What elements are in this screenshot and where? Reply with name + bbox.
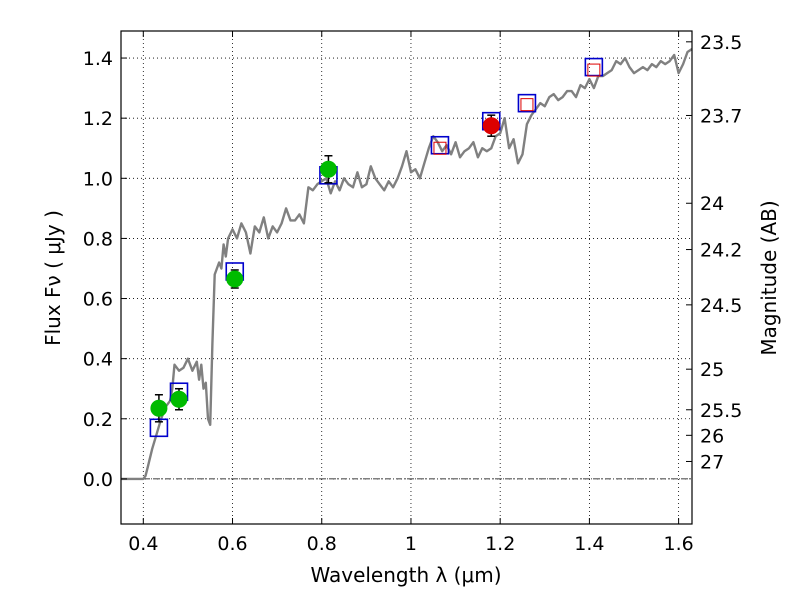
right-tick-label: 25.5 <box>700 400 742 422</box>
observed-point-green <box>150 399 168 417</box>
model-photometry-square <box>517 93 537 113</box>
right-tick-label: 24 <box>700 193 724 215</box>
x-tick-label: 1.2 <box>485 533 515 555</box>
right-tick-label: 27 <box>700 451 724 473</box>
x-axis-label: Wavelength λ (μm) <box>310 563 501 587</box>
y-tick-label: 1.2 <box>83 108 113 130</box>
right-axis-label: Magnitude (AB) <box>757 200 781 355</box>
right-tick-label: 26 <box>700 425 724 447</box>
observed-point-red <box>482 117 500 135</box>
right-tick-label: 23.5 <box>700 32 742 54</box>
upper-limit-square <box>433 141 447 155</box>
y-tick-label: 0.8 <box>83 228 113 250</box>
spectrum-line <box>121 48 693 481</box>
y-tick-label: 0.6 <box>83 289 113 311</box>
upper-limit-square <box>520 98 534 112</box>
observed-point-green <box>170 390 188 408</box>
y-tick-label: 0.0 <box>83 469 113 491</box>
x-tick-label: 0.8 <box>307 533 337 555</box>
y-axis-label: Flux Fν ( μJy ) <box>41 210 65 346</box>
grid <box>121 31 692 524</box>
x-tick-label: 1 <box>405 533 417 555</box>
y-tick-label: 1.0 <box>83 168 113 190</box>
upper-limit-square <box>587 63 601 77</box>
right-tick-label: 24.2 <box>700 240 742 262</box>
y-tick-label: 0.2 <box>83 409 113 431</box>
observed-point-green <box>226 270 244 288</box>
model-photometry-square <box>430 135 450 155</box>
right-tick-label: 25 <box>700 359 724 381</box>
y-tick-label: 0.4 <box>83 349 113 371</box>
plot-frame <box>120 30 693 525</box>
x-tick-label: 0.6 <box>217 533 247 555</box>
series-layer <box>121 48 693 481</box>
x-tick-label: 1.4 <box>574 533 604 555</box>
model-photometry-square <box>584 57 604 77</box>
ticks: 0.4 0.6 0.8 1 1.2 1.4 1.6 0.0 0.2 0.4 0.6 0.8 1.0 1.2… <box>83 31 742 555</box>
x-tick-label: 1.6 <box>664 533 694 555</box>
y-tick-label: 1.4 <box>83 48 113 70</box>
right-tick-label: 24.5 <box>700 295 742 317</box>
x-tick-label: 0.4 <box>128 533 158 555</box>
observed-point-green <box>319 160 337 178</box>
right-tick-label: 23.7 <box>700 105 742 127</box>
